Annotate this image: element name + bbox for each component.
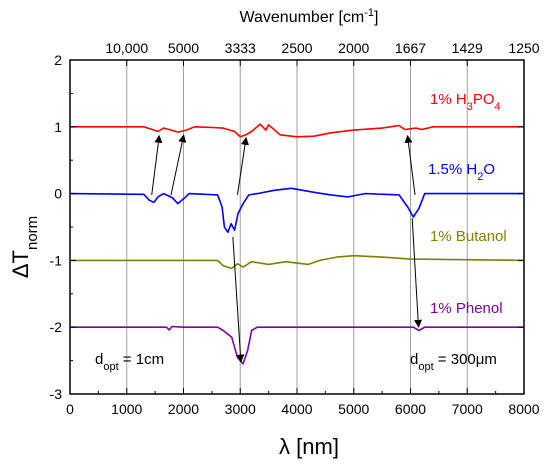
y-axis-title: ΔTnorm xyxy=(8,216,41,278)
top-tick-label: 1667 xyxy=(395,40,426,56)
annotation-arrow xyxy=(236,136,249,196)
x-tick-label: 6000 xyxy=(395,401,426,417)
series-label-phenol: 1% Phenol xyxy=(430,300,503,317)
series-label-h2o: 1.5% H2O xyxy=(428,161,495,183)
axis-ticks: 0 1000 2000 3000 4000 5000 6000 7000 8000 2 1 0 -1 -2… xyxy=(50,40,540,417)
x-axis-title: λ [nm] xyxy=(279,434,339,459)
annotation-arrow xyxy=(232,236,245,363)
grid-lines xyxy=(126,60,468,394)
annotation-arrows xyxy=(151,134,423,363)
annotation-arrow xyxy=(411,218,423,328)
y-tick-label: -3 xyxy=(50,386,63,402)
series-label-h3po4: 1% H3PO4 xyxy=(430,91,501,113)
x-tick-label: 5000 xyxy=(338,401,369,417)
annotation-arrow xyxy=(151,134,163,195)
top-tick-label: 2000 xyxy=(338,40,369,56)
top-tick-label: 10,000 xyxy=(105,40,148,56)
series-line xyxy=(70,254,525,270)
annotation-arrow xyxy=(404,134,416,195)
y-tick-label: 1 xyxy=(54,119,62,135)
top-tick-label: 3333 xyxy=(225,40,256,56)
y-tick-label: 0 xyxy=(54,186,62,202)
annotation-arrow xyxy=(170,134,187,196)
y-tick-label: 2 xyxy=(54,52,62,68)
x-tick-label: 8000 xyxy=(508,401,539,417)
top-axis-title: Wavenumber [cm-1] xyxy=(239,7,378,26)
x-tick-label: 0 xyxy=(66,401,74,417)
series-line xyxy=(70,123,524,138)
dopt-right-annotation: dopt = 300μm xyxy=(410,351,497,373)
series-label-butanol: 1% Butanol xyxy=(430,228,507,245)
dopt-left-annotation: dopt = 1cm xyxy=(95,351,164,373)
top-tick-label: 1250 xyxy=(508,40,539,56)
x-tick-label: 4000 xyxy=(281,401,312,417)
x-tick-label: 1000 xyxy=(111,401,142,417)
y-tick-label: -2 xyxy=(50,319,63,335)
series-line xyxy=(69,187,524,234)
x-tick-label: 3000 xyxy=(225,401,256,417)
top-tick-label: 1429 xyxy=(452,40,483,56)
top-tick-label: 2500 xyxy=(281,40,312,56)
x-tick-label: 2000 xyxy=(168,401,199,417)
x-tick-label: 7000 xyxy=(452,401,483,417)
y-tick-label: -1 xyxy=(50,252,63,268)
top-tick-label: 5000 xyxy=(168,40,199,56)
